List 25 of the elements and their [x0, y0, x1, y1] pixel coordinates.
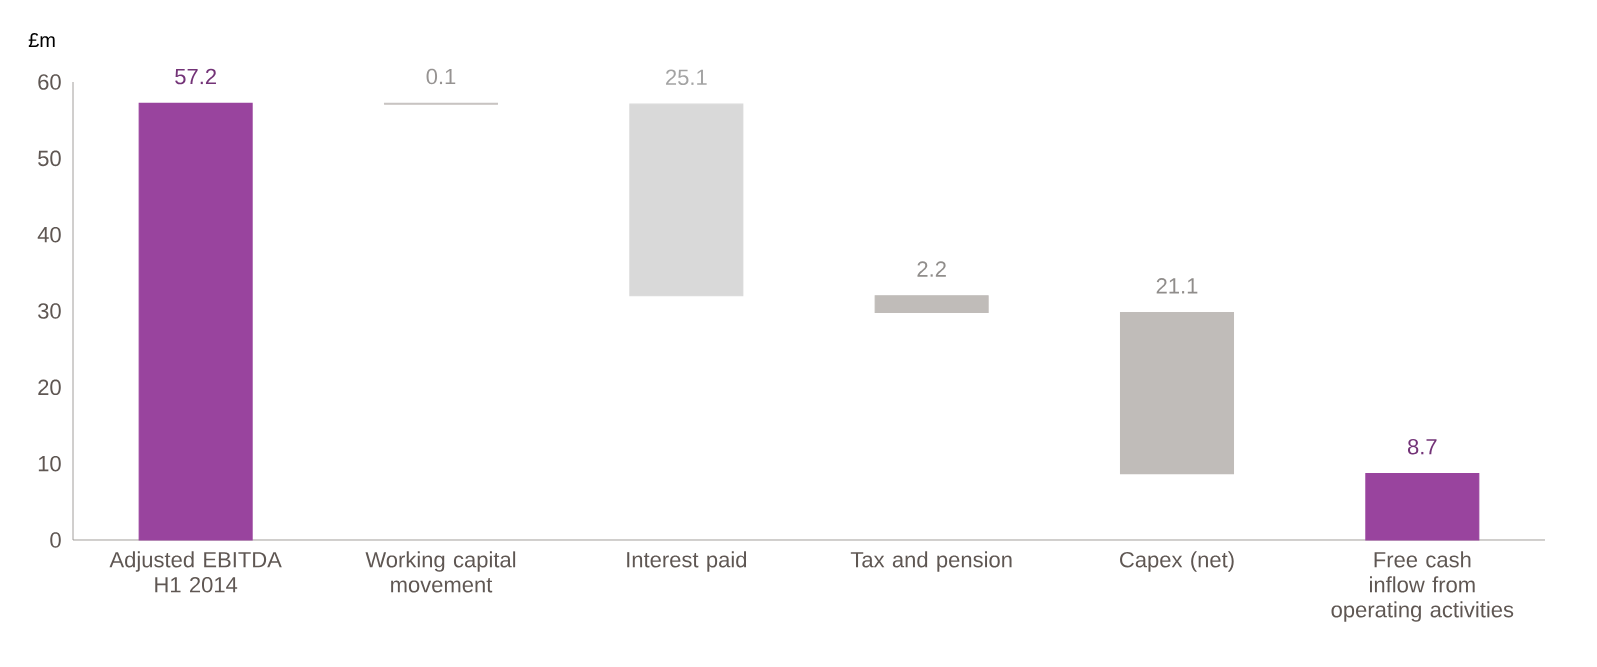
x-tick-label: Tax and pension: [850, 551, 1012, 572]
data-label: 0.1: [426, 68, 456, 85]
data-label: 2.2: [917, 261, 946, 277]
bar: [629, 103, 744, 297]
bar: [1119, 311, 1235, 475]
bar: [138, 102, 253, 541]
y-tick-label: 40: [37, 226, 61, 243]
x-tick-label: Free cash inflow from operating activities: [1331, 551, 1514, 622]
y-tick-label: 0: [50, 532, 61, 548]
bar: [874, 295, 989, 314]
y-tick-label: 30: [38, 303, 61, 319]
y-tick-label: 60: [38, 74, 61, 90]
y-axis-title: £m: [28, 32, 55, 47]
y-tick-label: 20: [38, 379, 61, 396]
bar: [1365, 472, 1480, 541]
data-label: 8.7: [1407, 438, 1437, 455]
x-tick-label: Interest paid: [627, 551, 747, 572]
y-tick-label: 50: [38, 150, 61, 167]
x-tick-label: Working capital movement: [365, 551, 516, 593]
data-label: 57.2: [175, 68, 216, 85]
data-label: 25.1: [666, 69, 707, 86]
x-tick-label: Adjusted EBITDA H1 2014: [109, 551, 282, 593]
x-tick-label: Capex (net): [1120, 551, 1234, 572]
y-tick-label: 10: [38, 455, 61, 472]
data-label: 21.1: [1156, 278, 1198, 294]
